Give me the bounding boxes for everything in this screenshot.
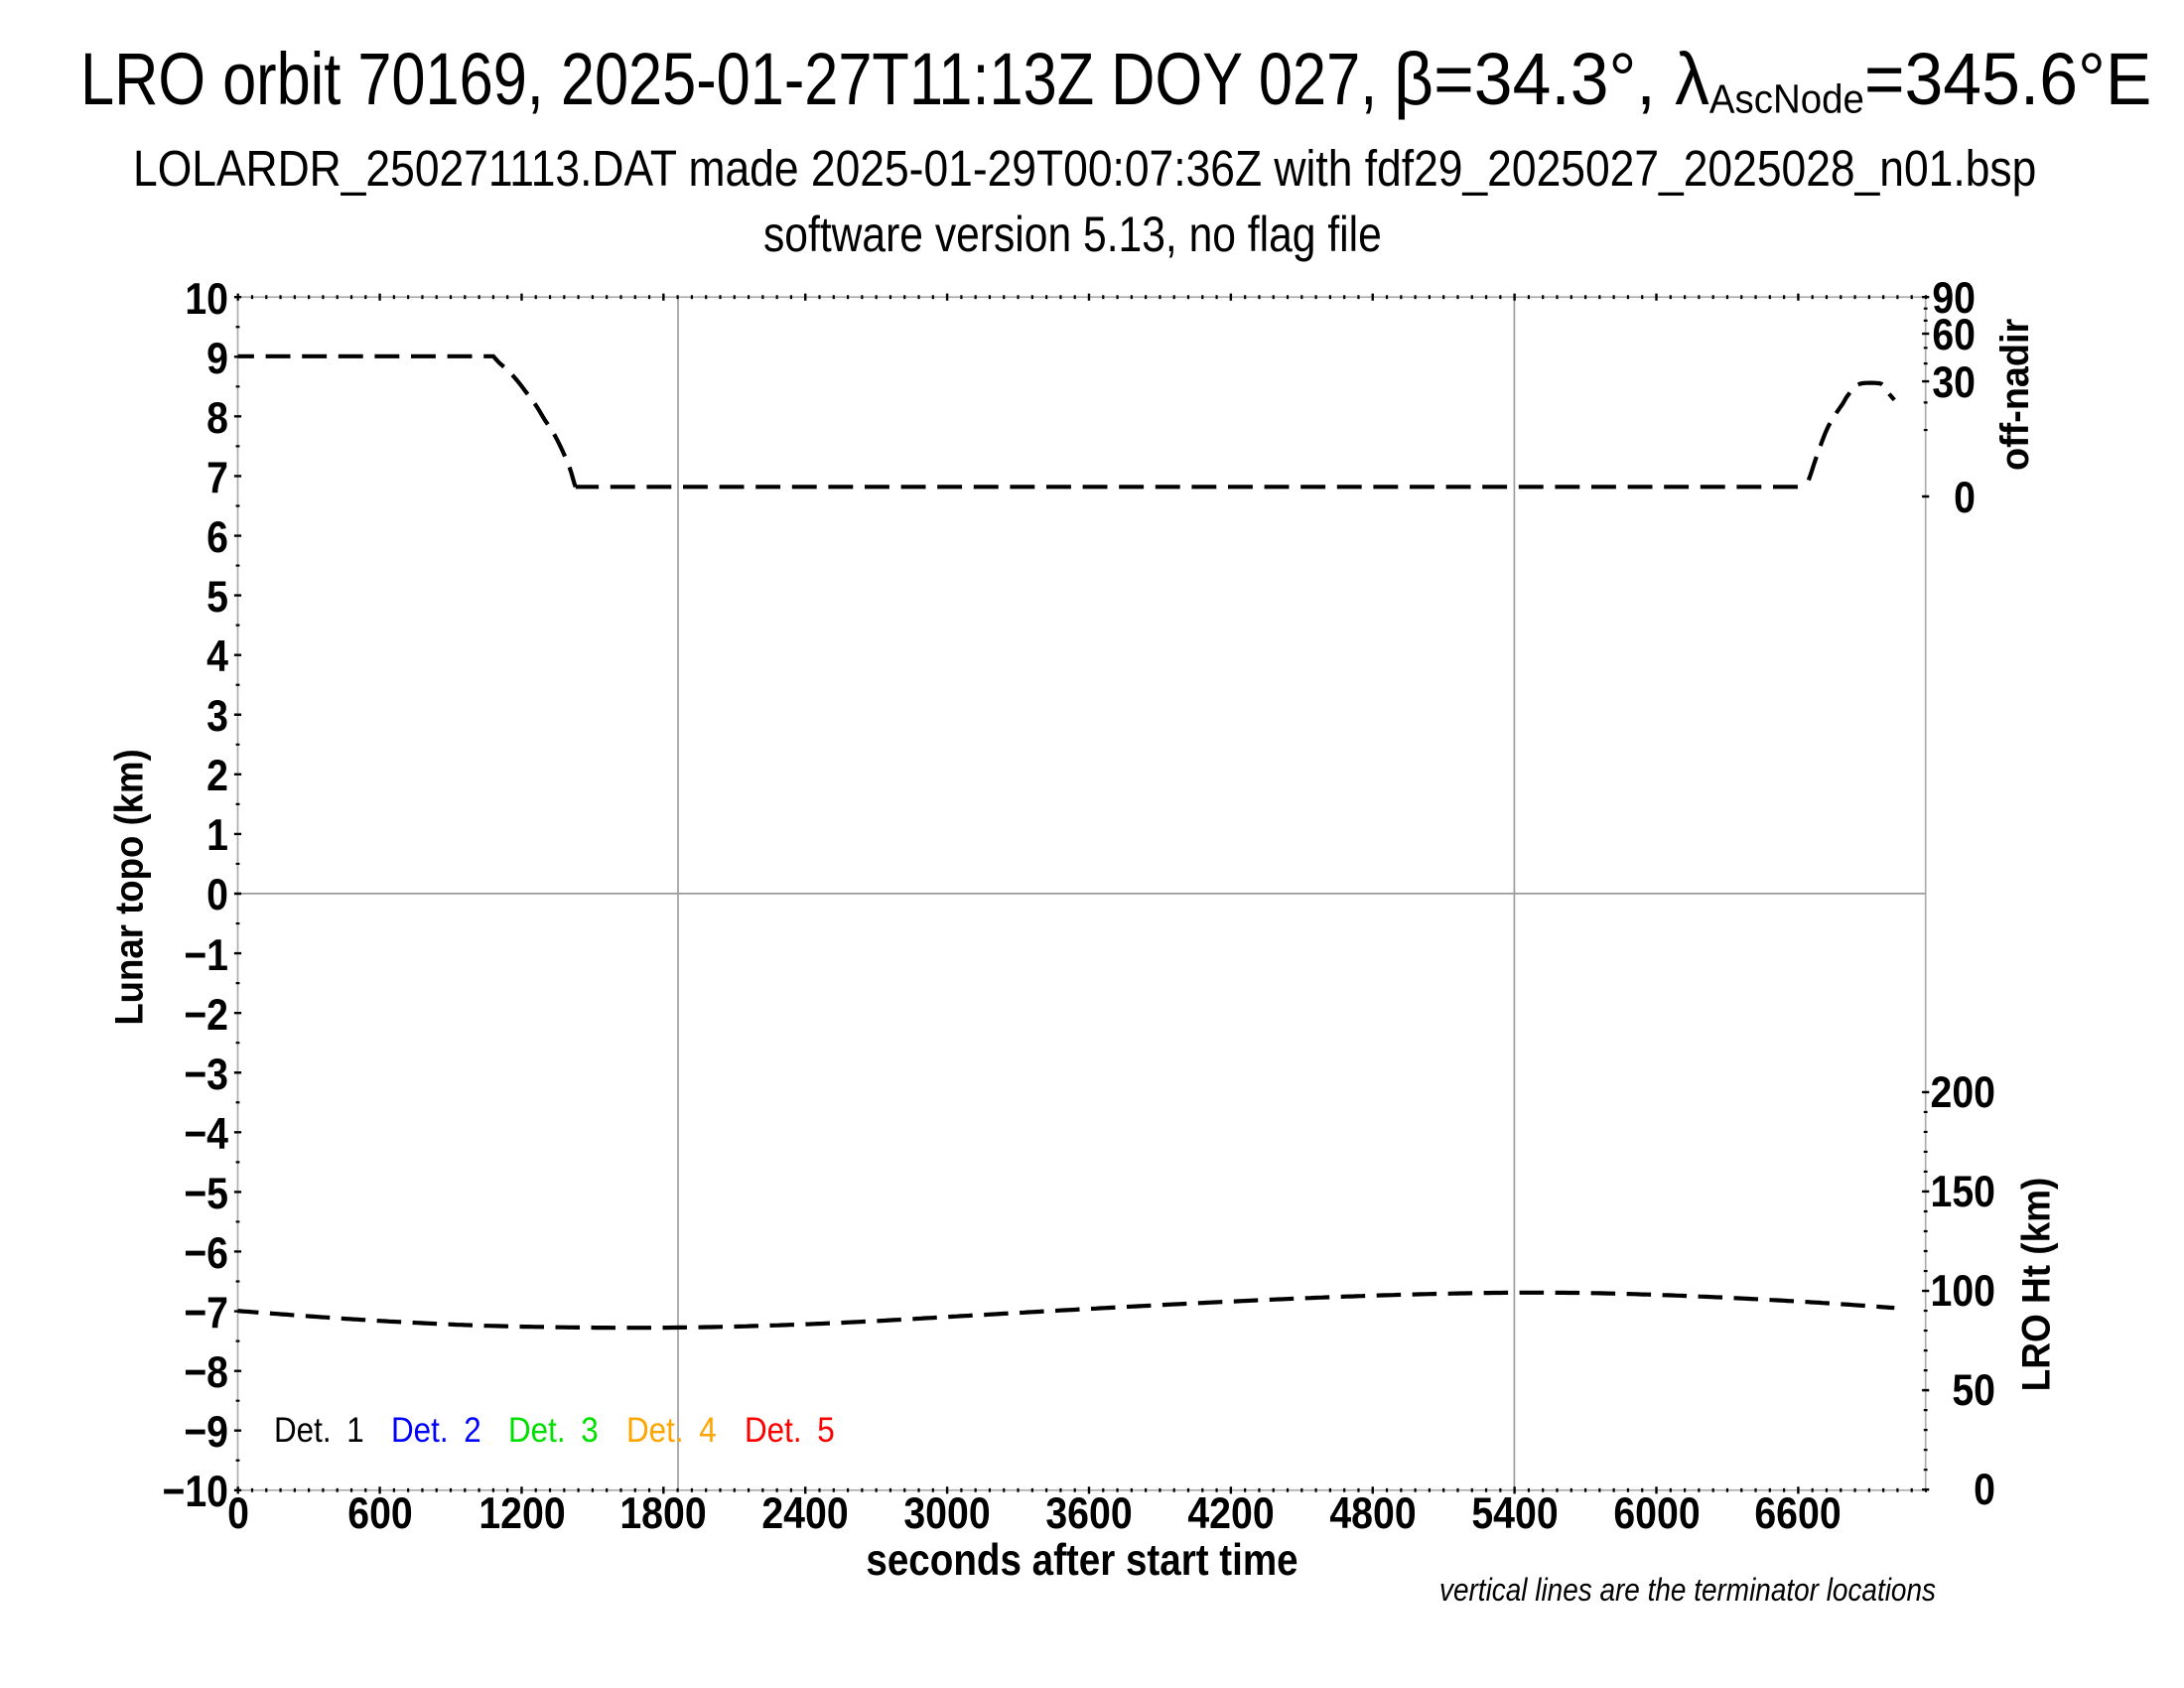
svg-text:off-nadir: off-nadir	[1993, 319, 2037, 471]
svg-text:Lunar topo (km): Lunar topo (km)	[107, 749, 152, 1025]
svg-text:LRO Ht (km): LRO Ht (km)	[2014, 1178, 2059, 1392]
